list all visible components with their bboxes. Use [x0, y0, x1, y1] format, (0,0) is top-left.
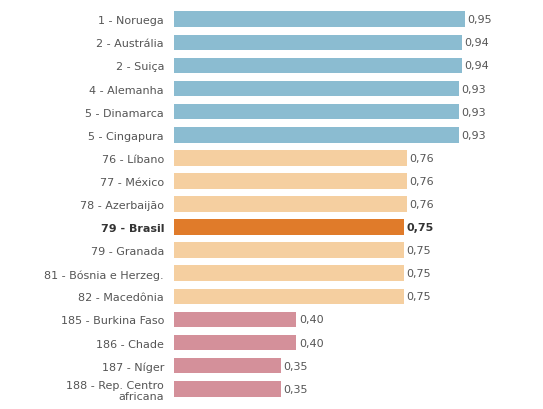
- Text: 0,94: 0,94: [464, 38, 489, 48]
- Bar: [174, 243, 404, 258]
- Text: 0,35: 0,35: [283, 361, 308, 371]
- Text: 0,93: 0,93: [462, 130, 486, 140]
- Text: 0,40: 0,40: [299, 338, 324, 348]
- Text: 0,93: 0,93: [462, 84, 486, 94]
- Text: 0,95: 0,95: [468, 15, 492, 25]
- Bar: [174, 289, 404, 304]
- Bar: [174, 151, 407, 166]
- Bar: [174, 220, 404, 235]
- Bar: [174, 197, 407, 212]
- Bar: [174, 105, 459, 120]
- Bar: [174, 81, 459, 97]
- Text: 0,76: 0,76: [409, 153, 434, 164]
- Bar: [174, 312, 296, 328]
- Bar: [174, 58, 462, 74]
- Bar: [174, 36, 462, 51]
- Bar: [174, 381, 281, 397]
- Bar: [174, 174, 407, 189]
- Bar: [174, 335, 296, 351]
- Text: 0,75: 0,75: [406, 292, 431, 301]
- Text: 0,35: 0,35: [283, 384, 308, 394]
- Text: 0,76: 0,76: [409, 200, 434, 209]
- Text: 0,40: 0,40: [299, 315, 324, 325]
- Bar: [174, 12, 465, 28]
- Bar: [174, 358, 281, 373]
- Text: 0,76: 0,76: [409, 176, 434, 187]
- Text: 0,75: 0,75: [406, 269, 431, 279]
- Bar: [174, 266, 404, 281]
- Bar: [174, 128, 459, 143]
- Text: 0,94: 0,94: [464, 61, 489, 71]
- Text: 0,75: 0,75: [406, 245, 431, 256]
- Text: 0,93: 0,93: [462, 108, 486, 117]
- Text: 0,75: 0,75: [406, 222, 433, 233]
